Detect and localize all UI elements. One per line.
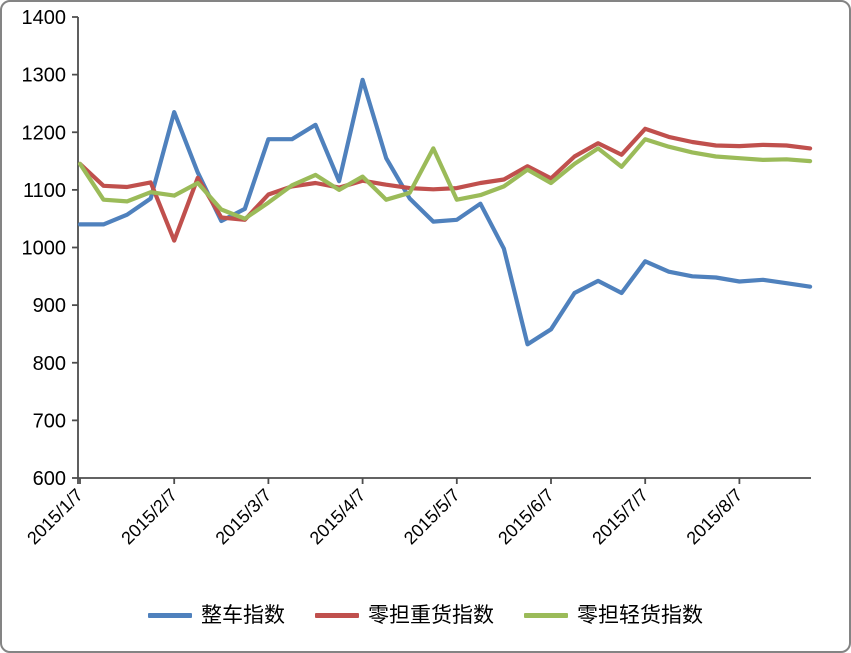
legend-label: 零担重货指数 bbox=[368, 603, 494, 627]
legend-line-swatch-blue bbox=[148, 613, 192, 618]
legend: 整车指数 零担重货指数 零担轻货指数 bbox=[2, 605, 849, 626]
y-axis-tick-label: 1100 bbox=[23, 180, 66, 202]
legend-item-ltl-light-index: 零担轻货指数 bbox=[524, 605, 703, 626]
x-axis-tick-label: 2015/1/7 bbox=[23, 485, 87, 549]
x-axis-tick-label: 2015/5/7 bbox=[400, 485, 464, 549]
x-axis-tick-label: 2015/6/7 bbox=[494, 485, 558, 549]
x-axis-tick-label: 2015/7/7 bbox=[588, 485, 652, 549]
x-axis-tick-label: 2015/2/7 bbox=[117, 485, 181, 549]
series-line-0 bbox=[77, 77, 813, 347]
y-axis-tick-label: 800 bbox=[33, 353, 66, 375]
x-axis-tick-label: 2015/8/7 bbox=[683, 485, 747, 549]
y-axis-tick-label: 600 bbox=[33, 468, 66, 490]
y-axis-tick-label: 1200 bbox=[22, 122, 67, 144]
series-line-1 bbox=[77, 126, 813, 243]
x-axis-tick-label: 2015/3/7 bbox=[212, 485, 276, 549]
y-axis-tick-label: 1400 bbox=[22, 7, 67, 29]
y-axis-tick-label: 700 bbox=[33, 410, 66, 432]
legend-item-ltl-heavy-index: 零担重货指数 bbox=[315, 605, 494, 626]
legend-item-whole-vehicle-index: 整车指数 bbox=[148, 605, 285, 626]
y-axis-tick-label: 1300 bbox=[22, 65, 67, 87]
legend-label: 零担轻货指数 bbox=[577, 603, 703, 627]
y-axis-tick-label: 1000 bbox=[22, 238, 67, 260]
legend-line-swatch-red bbox=[315, 613, 359, 618]
series-line-2 bbox=[77, 137, 813, 221]
x-axis-tick-label: 2015/4/7 bbox=[306, 485, 370, 549]
legend-label: 整车指数 bbox=[201, 603, 285, 627]
y-axis-tick-label: 900 bbox=[33, 295, 66, 317]
legend-line-swatch-green bbox=[524, 613, 568, 618]
